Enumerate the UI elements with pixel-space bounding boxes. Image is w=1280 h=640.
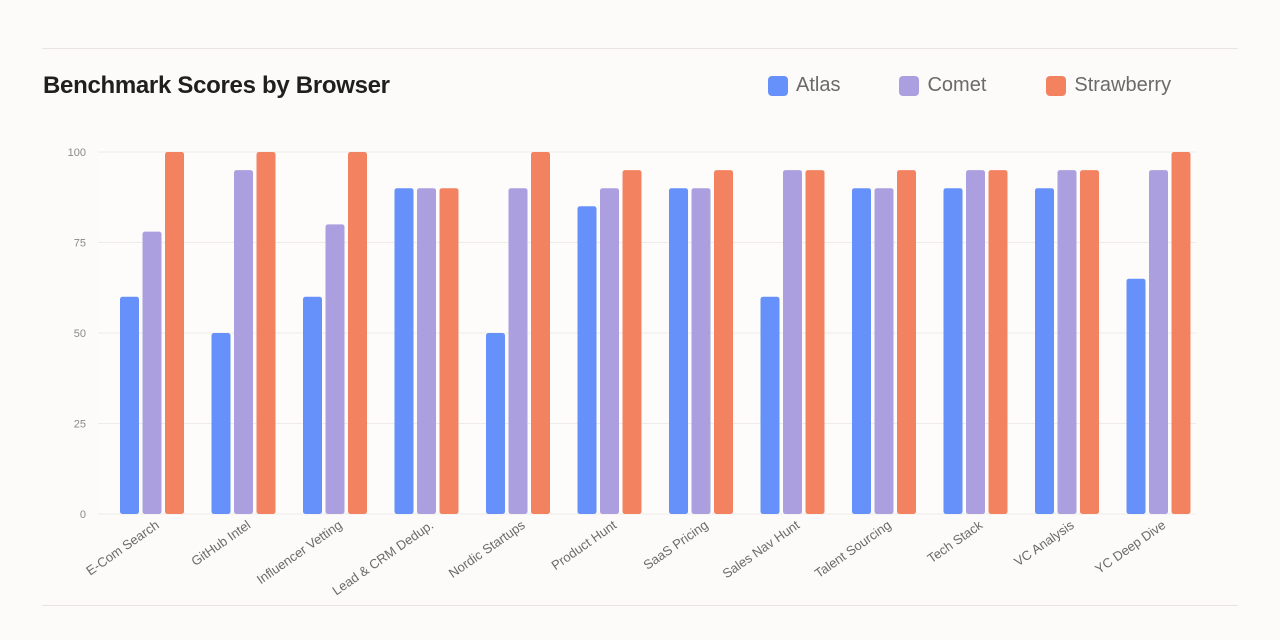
legend-label-comet: Comet [927,74,987,96]
bar-comet-1 [234,170,253,514]
y-tick-label-100: 100 [68,147,86,159]
chart-legend: Atlas Comet Strawberry [768,74,1171,97]
bar-atlas-2 [303,296,322,514]
bar-comet-9 [966,170,985,514]
top-divider [42,48,1238,49]
legend-label-atlas: Atlas [796,74,841,96]
legend-swatch-comet [899,75,920,96]
legend-item-strawberry: Strawberry [1046,74,1171,97]
x-tick-label-1: GitHub Intel [188,517,253,569]
x-tick-label-9: Tech Stack [925,517,986,566]
plot-area [98,148,1196,514]
legend-item-atlas: Atlas [768,74,840,97]
bar-strawberry-5 [622,170,642,514]
bar-atlas-9 [943,188,963,514]
legend-item-comet: Comet [899,74,986,97]
x-tick-label-10: VC Analysis [1011,517,1077,569]
bar-atlas-8 [852,188,871,514]
bottom-divider [42,605,1238,606]
bar-comet-6 [691,188,711,514]
bar-strawberry-10 [1080,170,1099,514]
legend-swatch-strawberry [1046,75,1067,96]
bar-atlas-10 [1035,188,1054,514]
bar-comet-10 [1057,170,1077,514]
x-tick-label-5: Product Hunt [548,517,619,573]
bar-strawberry-7 [805,170,825,514]
bar-strawberry-2 [348,152,367,514]
y-tick-label-0: 0 [80,509,86,521]
bar-atlas-0 [120,296,139,514]
x-tick-label-2: Influencer Vetting [254,517,345,587]
bar-atlas-6 [669,188,688,514]
bar-strawberry-11 [1171,152,1191,514]
bar-atlas-5 [577,206,597,515]
bar-comet-4 [508,188,528,514]
bar-strawberry-8 [897,170,916,514]
bar-comet-8 [874,188,894,514]
bar-atlas-1 [211,333,231,514]
bar-atlas-4 [486,333,505,514]
x-tick-label-4: Nordic Startups [446,517,528,581]
bar-strawberry-3 [439,188,459,514]
y-tick-label-50: 50 [74,328,86,340]
x-tick-label-3: Lead & CRM Dedup. [329,517,436,598]
bar-comet-11 [1149,170,1168,514]
x-tick-label-8: Talent Sourcing [812,517,894,581]
bar-strawberry-9 [988,170,1008,514]
x-tick-label-7: Sales Nav Hunt [720,517,803,581]
x-tick-label-6: SaaS Pricing [641,517,711,572]
bar-comet-7 [783,170,802,514]
bar-comet-3 [417,188,436,514]
bar-atlas-7 [760,296,780,514]
x-tick-label-11: YC Deep Dive [1092,517,1168,577]
bar-strawberry-0 [165,152,184,514]
bar-strawberry-6 [714,170,733,514]
bar-comet-0 [142,231,162,514]
bar-atlas-11 [1126,278,1146,514]
y-tick-label-75: 75 [74,238,86,250]
y-tick-label-25: 25 [74,419,86,431]
legend-swatch-atlas [768,75,788,96]
bar-strawberry-1 [256,152,276,514]
chart-title: Benchmark Scores by Browser [43,72,390,99]
bar-comet-2 [325,224,345,514]
bar-strawberry-4 [531,152,550,514]
bar-comet-5 [600,188,619,514]
legend-label-strawberry: Strawberry [1074,74,1172,96]
bar-atlas-3 [394,188,414,514]
x-tick-label-0: E-Com Search [83,517,161,578]
